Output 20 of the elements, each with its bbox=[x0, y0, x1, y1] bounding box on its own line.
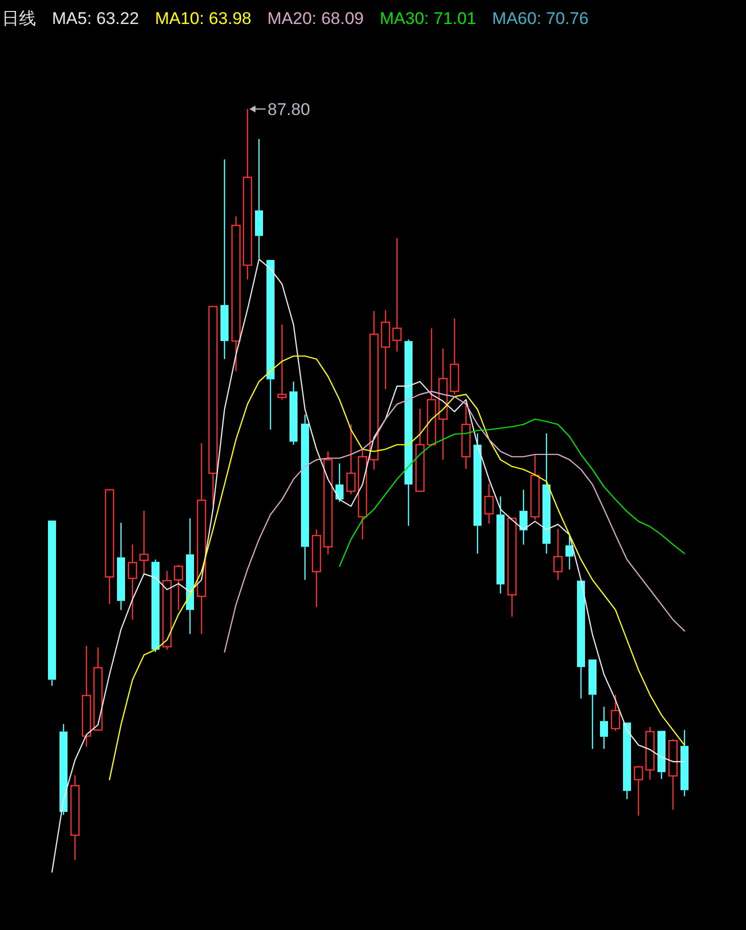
text: MA5: 63.22 bbox=[52, 9, 139, 28]
candlestick bbox=[369, 310, 379, 470]
text: MA20: 68.09 bbox=[267, 9, 364, 28]
candlestick bbox=[242, 108, 252, 280]
candlestick bbox=[380, 310, 390, 390]
chart-title: 日线 bbox=[2, 9, 36, 28]
candlestick bbox=[461, 400, 471, 470]
candlestick bbox=[231, 216, 241, 372]
candlestick bbox=[438, 348, 448, 460]
text: MA60: 70.76 bbox=[492, 9, 589, 28]
candlestick bbox=[392, 238, 402, 352]
candlestick bbox=[196, 442, 206, 635]
text: MA30: 71.01 bbox=[380, 9, 476, 28]
candlestick bbox=[484, 483, 494, 524]
candlestick bbox=[139, 510, 149, 576]
candlestick bbox=[128, 544, 138, 620]
text: MA10: 63.98 bbox=[154, 9, 252, 28]
candlestick bbox=[82, 645, 92, 748]
annotation: 87.80 bbox=[268, 100, 310, 119]
candlestick bbox=[70, 774, 80, 861]
